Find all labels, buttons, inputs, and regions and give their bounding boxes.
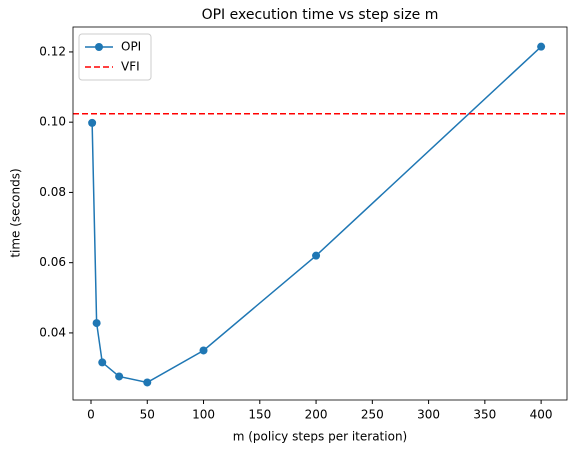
data-point bbox=[537, 42, 546, 51]
legend-label: OPI bbox=[121, 40, 141, 54]
y-tick-label: 0.06 bbox=[39, 255, 66, 269]
legend-label: VFI bbox=[121, 60, 140, 74]
x-tick-label: 100 bbox=[192, 408, 215, 422]
x-tick-label: 150 bbox=[248, 408, 271, 422]
x-tick-label: 300 bbox=[417, 408, 440, 422]
data-point bbox=[88, 118, 97, 127]
y-tick-label: 0.08 bbox=[39, 185, 66, 199]
series-line bbox=[91, 46, 542, 384]
y-tick-label: 0.04 bbox=[39, 325, 66, 339]
x-tick-label: 250 bbox=[361, 408, 384, 422]
y-tick-label: 0.12 bbox=[39, 44, 66, 58]
y-axis-label: time (seconds) bbox=[9, 168, 23, 257]
x-axis-label: m (policy steps per iteration) bbox=[233, 430, 407, 444]
data-point bbox=[92, 319, 101, 328]
legend-marker bbox=[95, 43, 103, 51]
y-tick-label: 0.10 bbox=[39, 115, 66, 129]
x-tick-label: 50 bbox=[140, 408, 155, 422]
x-tick-label: 200 bbox=[305, 408, 328, 422]
chart-title: OPI execution time vs step size m bbox=[202, 7, 439, 23]
data-point bbox=[98, 358, 107, 367]
plot-frame bbox=[72, 26, 568, 401]
data-point bbox=[199, 346, 208, 355]
data-point bbox=[143, 378, 152, 387]
x-tick-label: 400 bbox=[530, 408, 553, 422]
data-point bbox=[312, 251, 321, 260]
data-point bbox=[115, 372, 124, 381]
x-tick-label: 350 bbox=[473, 408, 496, 422]
x-tick-label: 0 bbox=[87, 408, 95, 422]
